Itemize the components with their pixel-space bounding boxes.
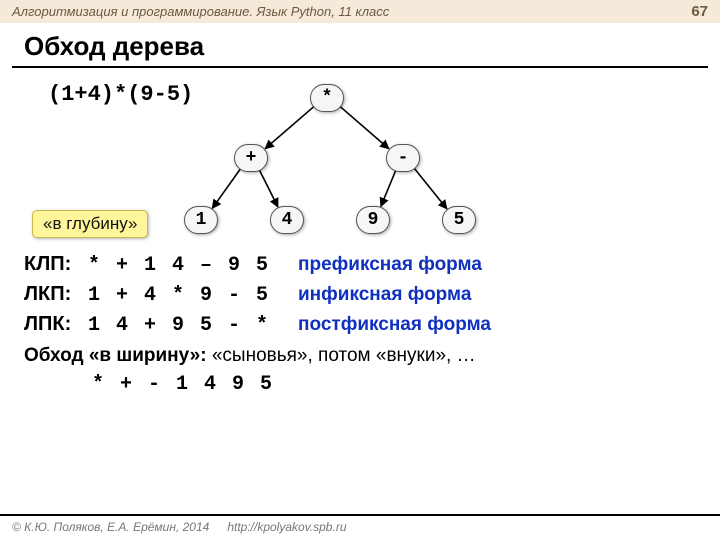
bfs-seq: * + - 1 4 9 5 <box>92 373 696 396</box>
traversal-label: ЛКП: <box>24 283 88 306</box>
course-label: Алгоритмизация и программирование. Язык … <box>12 4 389 19</box>
tree-node-n5: 5 <box>442 206 476 234</box>
footer: © К.Ю. Поляков, Е.А. Ерёмин, 2014 http:/… <box>0 514 720 540</box>
tree-node-plus: + <box>234 144 268 172</box>
bfs-line: Обход «в ширину»: «сыновья», потом «внук… <box>24 345 696 367</box>
traversal-form: префиксная форма <box>298 254 482 276</box>
header-bar: Алгоритмизация и программирование. Язык … <box>0 0 720 23</box>
tree-node-minus: - <box>386 144 420 172</box>
traversal-form: инфиксная форма <box>298 284 471 306</box>
traversal-seq: * + 1 4 – 9 5 <box>88 254 298 277</box>
tree-node-n1: 1 <box>184 206 218 234</box>
traversal-seq: 1 + 4 * 9 - 5 <box>88 284 298 307</box>
bfs-label: Обход «в ширину»: <box>24 345 207 366</box>
footer-copyright: © К.Ю. Поляков, Е.А. Ерёмин, 2014 <box>12 520 209 534</box>
footer-url: http://kpolyakov.spb.ru <box>227 520 346 534</box>
tree-node-n4: 4 <box>270 206 304 234</box>
traversal-label: ЛПК: <box>24 313 88 336</box>
tree-diagram: * + - 1 4 9 5 «в глубину» <box>24 78 696 243</box>
traversal-seq: 1 4 + 9 5 - * <box>88 314 298 337</box>
traversal-form: постфиксная форма <box>298 314 491 336</box>
traversal-row: ЛКП:1 + 4 * 9 - 5инфиксная форма <box>24 283 696 307</box>
page-number: 67 <box>691 3 708 20</box>
tree-node-root: * <box>310 84 344 112</box>
tree-node-n9: 9 <box>356 206 390 234</box>
page-title: Обход дерева <box>0 23 720 66</box>
traversal-label: КЛП: <box>24 253 88 276</box>
bfs-desc: «сыновья», потом «внуки», … <box>207 345 476 366</box>
traversal-list: КЛП:* + 1 4 – 9 5префиксная форма ЛКП:1 +… <box>24 253 696 337</box>
depth-badge: «в глубину» <box>32 210 148 238</box>
traversal-row: КЛП:* + 1 4 – 9 5префиксная форма <box>24 253 696 277</box>
traversal-row: ЛПК:1 4 + 9 5 - *постфиксная форма <box>24 313 696 337</box>
content-area: (1+4)*(9-5) *+-1495 «в глубину» КЛП:* + … <box>0 68 720 396</box>
